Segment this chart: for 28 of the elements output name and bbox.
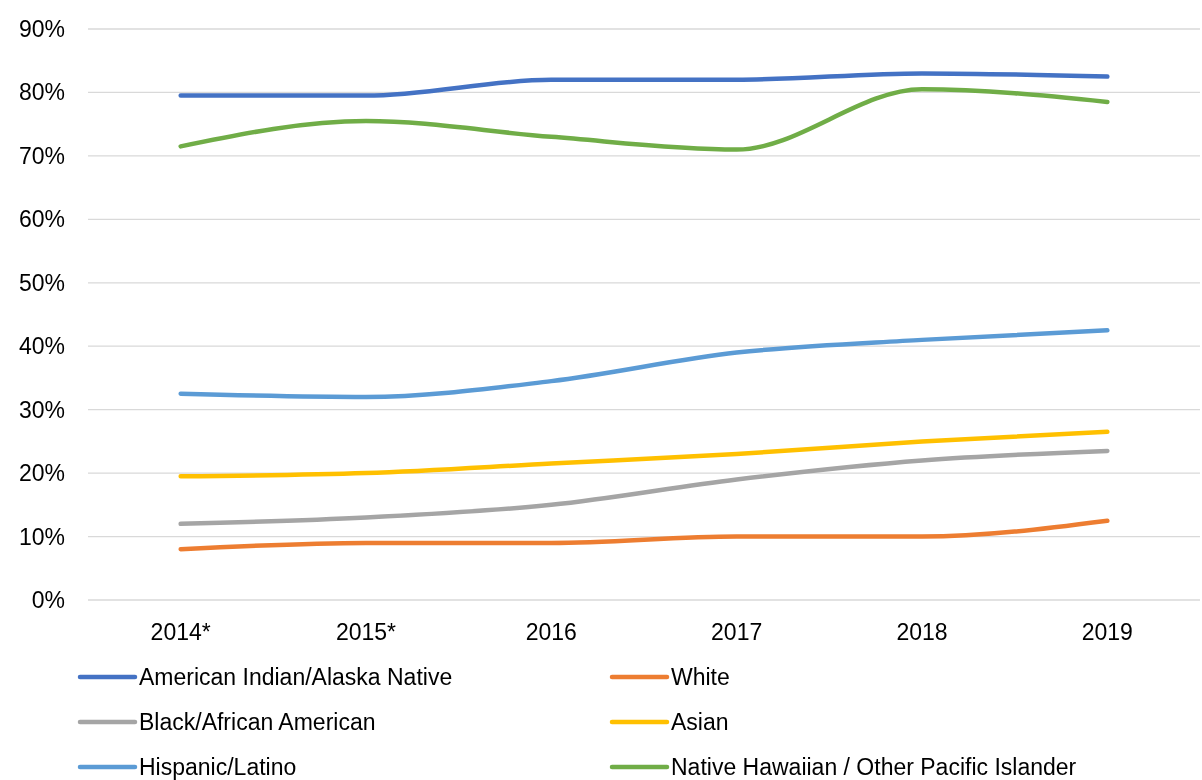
line-series — [178, 87, 1110, 152]
legend-label: American Indian/Alaska Native — [139, 664, 453, 691]
y-tick-label: 0% — [31, 587, 65, 614]
y-tick-label: 40% — [18, 333, 65, 360]
line-series — [178, 71, 1110, 98]
legend-label: Hispanic/Latino — [139, 754, 297, 780]
legend-label: Native Hawaiian / Other Pacific Islander — [671, 754, 1077, 780]
y-tick-label: 50% — [18, 269, 65, 296]
legend-label: Asian — [671, 709, 729, 736]
y-tick-label: 10% — [18, 523, 65, 550]
y-tick-label: 60% — [18, 206, 65, 233]
y-tick-label: 90% — [18, 16, 65, 43]
x-tick-label: 2017 — [711, 619, 763, 645]
x-tick-label: 2019 — [1081, 619, 1133, 645]
x-tick-label: 2015* — [335, 619, 397, 645]
legend-label: Black/African American — [139, 709, 376, 736]
y-tick-label: 20% — [18, 460, 65, 487]
legend-label: White — [671, 664, 730, 691]
line-series — [178, 429, 1110, 479]
x-tick-label: 2018 — [896, 619, 948, 645]
x-tick-label: 2014* — [150, 619, 211, 645]
y-tick-label: 80% — [18, 79, 65, 106]
y-tick-label: 30% — [18, 396, 65, 423]
x-tick-label: 2016 — [525, 619, 577, 645]
line-series — [178, 448, 1110, 527]
y-tick-label: 70% — [18, 142, 65, 169]
line-series — [178, 518, 1110, 552]
line-series — [178, 328, 1110, 400]
